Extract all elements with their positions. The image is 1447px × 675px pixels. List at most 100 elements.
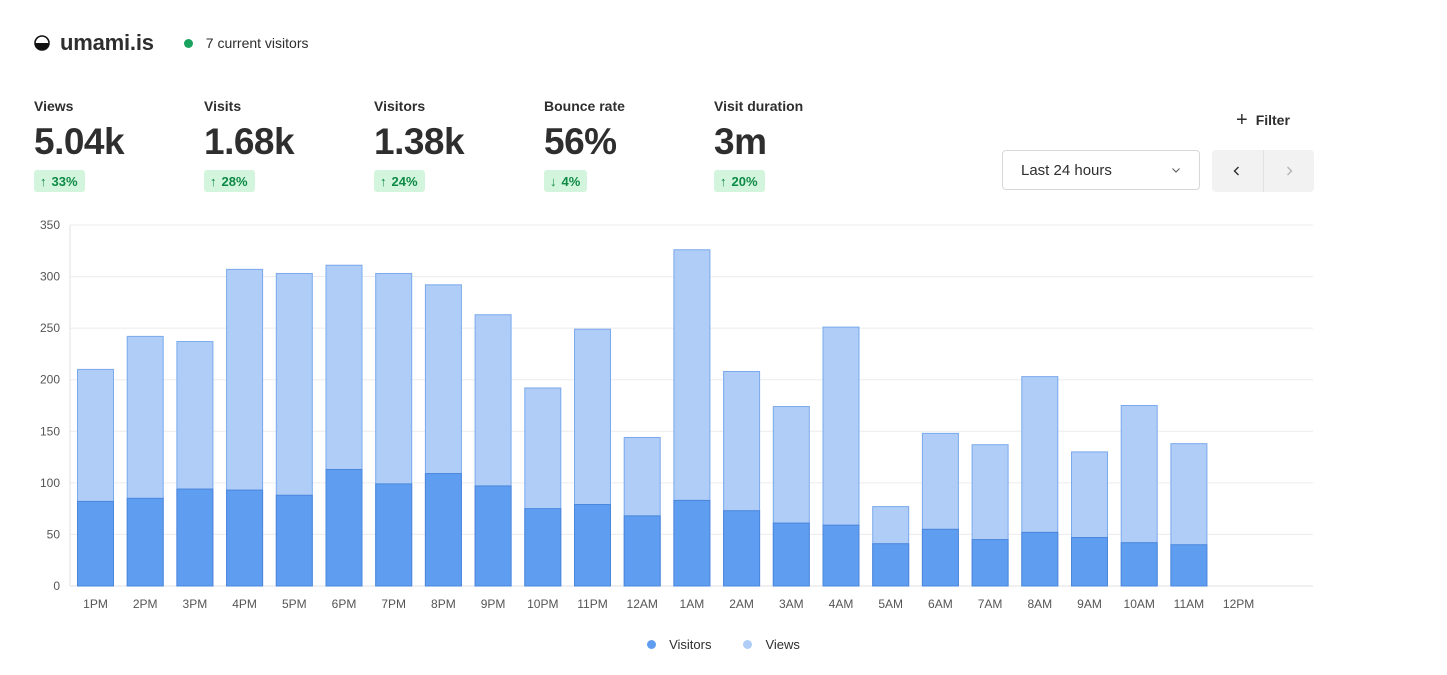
y-tick-label: 250 [40, 321, 60, 335]
previous-range-button[interactable] [1212, 150, 1264, 192]
y-tick-label: 50 [47, 527, 61, 541]
filter-label: Filter [1255, 112, 1290, 128]
metric-label: Bounce rate [544, 98, 625, 114]
bar-visitors-9am[interactable] [1071, 537, 1108, 587]
x-tick-label: 10AM [1124, 597, 1155, 611]
x-tick-label: 6PM [332, 597, 357, 611]
metric-label: Views [34, 98, 74, 114]
metric-label: Visit duration [714, 98, 804, 114]
bar-visitors-11am[interactable] [1170, 544, 1208, 587]
bar-visitors-9pm[interactable] [474, 485, 512, 587]
legend-item-visitors[interactable]: Visitors [647, 637, 711, 652]
chart-legend: Visitors Views [0, 637, 1447, 652]
x-tick-label: 5AM [878, 597, 903, 611]
bar-visitors-11pm[interactable] [574, 504, 611, 587]
x-tick-label: 7PM [381, 597, 406, 611]
metric-bounce-rate: Bounce rate 56% ↓ 4% [544, 98, 625, 192]
metric-value: 1.68k [204, 121, 295, 162]
metric-value: 56% [544, 121, 617, 162]
x-tick-label: 5PM [282, 597, 307, 611]
arrow-up-icon: ↑ [210, 173, 217, 189]
metric-change-value: 28% [221, 173, 248, 189]
x-tick-label: 10PM [527, 597, 558, 611]
bar-visitors-8am[interactable] [1021, 531, 1059, 587]
y-tick-label: 100 [40, 476, 60, 490]
metric-views: Views 5.04k ↑ 33% [34, 98, 125, 192]
date-range-value: Last 24 hours [1021, 161, 1112, 179]
bar-visitors-12am[interactable] [623, 515, 661, 587]
x-tick-label: 4PM [232, 597, 257, 611]
metric-change-badge: ↓ 4% [544, 170, 588, 192]
bar-visitors-1pm[interactable] [77, 500, 114, 587]
x-tick-label: 4AM [829, 597, 854, 611]
bar-visitors-1am[interactable] [673, 499, 711, 587]
metric-value: 5.04k [34, 121, 125, 162]
current-visitors: 7 current visitors [183, 35, 309, 51]
x-tick-label: 9AM [1077, 597, 1102, 611]
x-tick-label: 9PM [481, 597, 506, 611]
x-tick-label: 11AM [1174, 597, 1204, 611]
bar-visitors-7pm[interactable] [375, 483, 413, 587]
metric-label: Visits [204, 98, 242, 114]
x-tick-label: 6AM [928, 597, 953, 611]
bar-visitors-5am[interactable] [872, 543, 910, 587]
bar-visitors-10pm[interactable] [524, 508, 562, 587]
plus-icon: + [1236, 109, 1248, 131]
y-tick-label: 200 [40, 373, 60, 387]
arrow-down-icon: ↓ [550, 173, 557, 189]
bar-visitors-6am[interactable] [921, 528, 959, 587]
metric-visits: Visits 1.68k ↑ 28% [204, 98, 295, 192]
current-visitors-label: 7 current visitors [205, 35, 309, 51]
bar-visitors-4pm[interactable] [226, 489, 264, 587]
metric-label: Visitors [374, 98, 426, 114]
arrow-up-icon: ↑ [380, 173, 387, 189]
live-dot-icon [183, 38, 193, 48]
legend-item-views[interactable]: Views [743, 637, 800, 652]
y-tick-label: 0 [53, 579, 60, 593]
x-tick-label: 12PM [1223, 597, 1254, 611]
x-tick-label: 3PM [183, 597, 208, 611]
bar-visitors-2pm[interactable] [126, 497, 164, 587]
metric-change-value: 24% [391, 173, 418, 189]
metric-value: 1.38k [374, 121, 465, 162]
metric-change-badge: ↑ 28% [204, 170, 255, 192]
chevron-left-icon [1233, 166, 1240, 176]
bar-visitors-7am[interactable] [971, 539, 1009, 587]
bar-visitors-10am[interactable] [1120, 542, 1158, 587]
metric-change-badge: ↑ 20% [714, 170, 765, 192]
legend-label-views: Views [765, 637, 800, 652]
bar-visitors-5pm[interactable] [275, 494, 313, 587]
metric-change-value: 4% [561, 173, 581, 189]
bar-visitors-6pm[interactable] [325, 468, 363, 587]
site-name[interactable]: umami.is [60, 30, 154, 55]
metric-visitors: Visitors 1.38k ↑ 24% [374, 98, 465, 192]
x-tick-label: 2PM [133, 597, 158, 611]
x-tick-label: 1AM [680, 597, 705, 611]
bar-visitors-4am[interactable] [822, 524, 860, 587]
filter-button[interactable]: + Filter [1232, 106, 1294, 134]
x-tick-label: 12AM [627, 597, 658, 611]
pageviews-chart: 0 50 100 150 200 250 300 350 1PM 2PM 3PM 4PM 5PM 6PM 7… [40, 218, 1313, 611]
bar-visitors-3pm[interactable] [176, 488, 214, 587]
chevron-right-icon [1286, 166, 1293, 176]
date-range-select[interactable]: Last 24 hours [1002, 150, 1200, 190]
x-tick-label: 8PM [431, 597, 456, 611]
x-tick-label: 8AM [1027, 597, 1052, 611]
next-range-button[interactable] [1263, 150, 1314, 192]
bar-visitors-2am[interactable] [723, 510, 761, 587]
metric-visit-duration: Visit duration 3m ↑ 20% [714, 98, 803, 192]
legend-label-visitors: Visitors [669, 637, 712, 652]
y-tick-label: 300 [40, 270, 60, 284]
date-navigation [1212, 150, 1314, 192]
chevron-down-icon [1172, 168, 1180, 173]
bar-visitors-3am[interactable] [772, 522, 810, 587]
y-tick-label: 150 [40, 424, 60, 438]
x-tick-label: 11PM [577, 597, 607, 611]
metric-value: 3m [714, 121, 767, 162]
metric-change-badge: ↑ 24% [374, 170, 425, 192]
umami-logo-icon [34, 35, 50, 51]
bar-visitors-8pm[interactable] [424, 473, 462, 587]
x-tick-label: 3AM [779, 597, 804, 611]
site-header: umami.is 7 current visitors [34, 30, 308, 56]
x-tick-label: 1PM [83, 597, 108, 611]
